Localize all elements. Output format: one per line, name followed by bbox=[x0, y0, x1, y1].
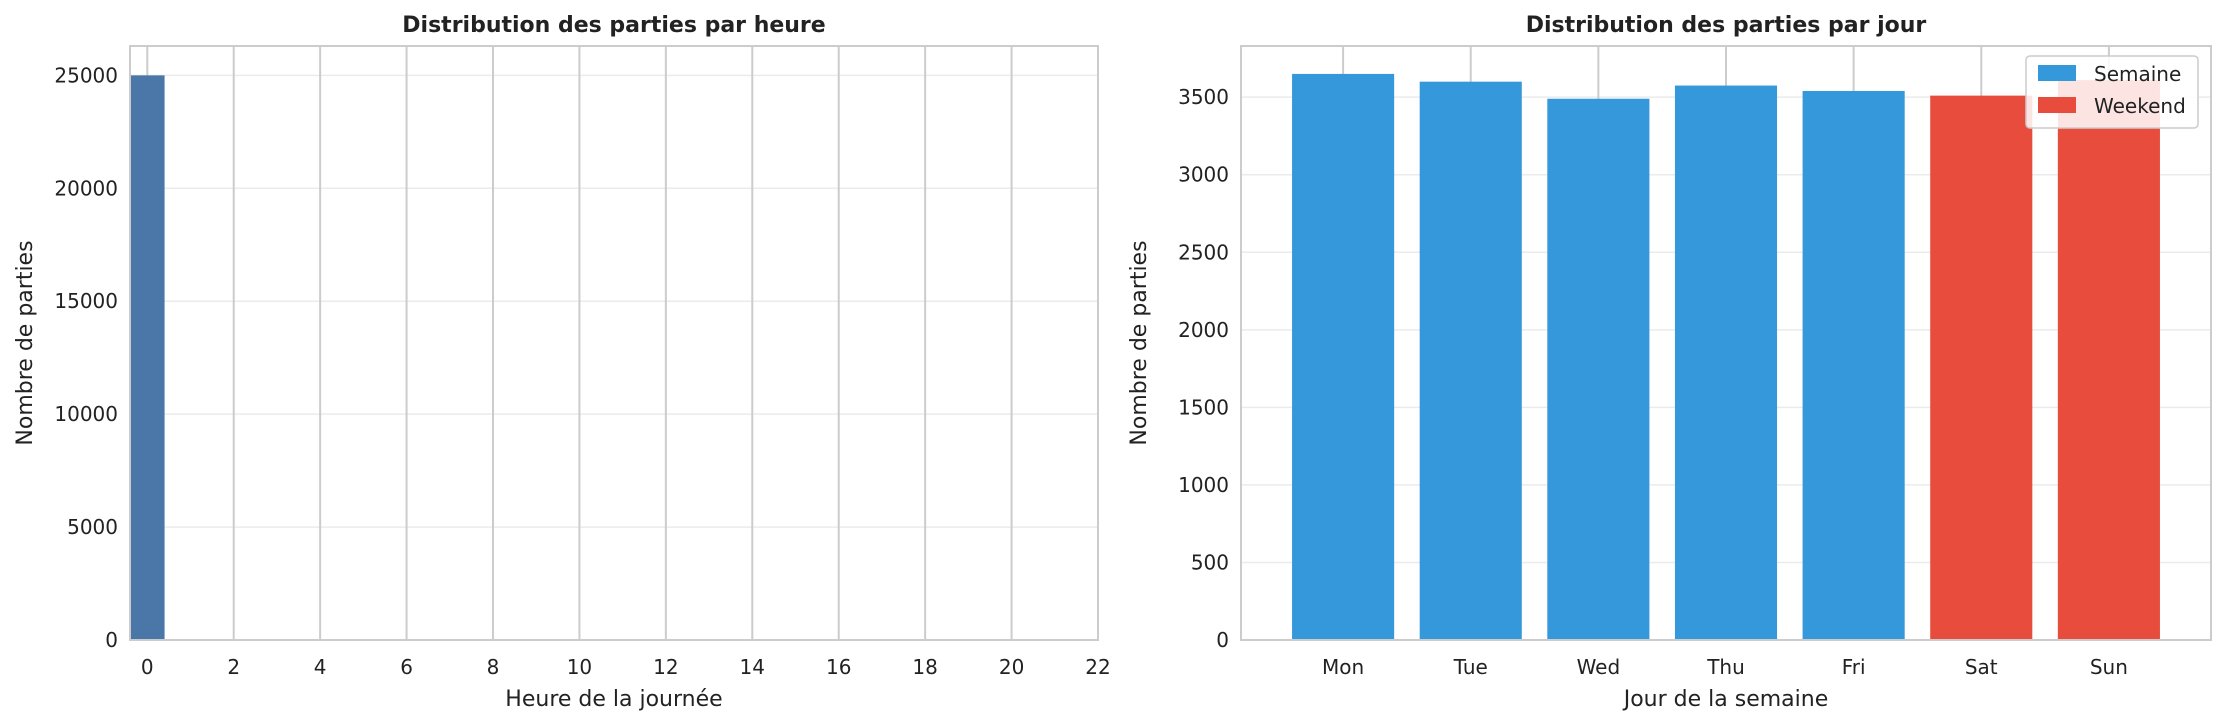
chart2-bars bbox=[1292, 73, 2160, 641]
chart1-x-tick-label: 22 bbox=[1085, 655, 1110, 679]
legend-label-weekend: Weekend bbox=[2094, 94, 2186, 118]
chart2-title: Distribution des parties par jour bbox=[1526, 13, 1927, 38]
chart2-y-tick-label: 1500 bbox=[1178, 395, 1229, 419]
chart1-x-tick-label: 12 bbox=[653, 655, 678, 679]
chart1-y-axis-label: Nombre de parties bbox=[13, 240, 38, 445]
chart2-y-tick-label: 3000 bbox=[1178, 163, 1229, 187]
chart1-x-tick-label: 14 bbox=[740, 655, 765, 679]
chart2-bar-wed bbox=[1547, 98, 1650, 640]
chart1-x-tick-label: 20 bbox=[999, 655, 1024, 679]
chart-games-by-day: Distribution des parties par jour Mon Tue… bbox=[1127, 13, 2212, 712]
chart1-x-tick-label: 0 bbox=[141, 655, 154, 679]
chart1-y-tick-label: 20000 bbox=[54, 176, 118, 200]
chart1-y-tick-label: 25000 bbox=[54, 63, 118, 87]
chart2-y-tick-label: 500 bbox=[1191, 550, 1229, 574]
chart1-y-tick-label: 15000 bbox=[54, 289, 118, 313]
chart1-x-tick-label: 2 bbox=[227, 655, 240, 679]
chart2-y-axis-label: Nombre de parties bbox=[1127, 240, 1152, 445]
chart1-x-tick-label: 6 bbox=[400, 655, 413, 679]
chart1-x-tick-labels: 0 2 4 6 8 10 12 14 16 18 20 22 bbox=[141, 655, 1111, 679]
chart1-x-tick-label: 10 bbox=[567, 655, 592, 679]
chart2-x-tick-label: Sat bbox=[1965, 655, 1998, 679]
chart1-y-tick-label: 10000 bbox=[54, 402, 118, 426]
chart1-x-tick-label: 16 bbox=[826, 655, 851, 679]
chart1-x-tick-label: 18 bbox=[912, 655, 937, 679]
chart1-y-tick-labels: 0 5000 10000 15000 20000 25000 bbox=[54, 63, 118, 652]
chart2-x-tick-label: Thu bbox=[1706, 655, 1745, 679]
chart2-x-tick-label: Wed bbox=[1577, 655, 1621, 679]
legend-swatch-weekend bbox=[2038, 97, 2076, 113]
chart1-plot-frame bbox=[129, 45, 1099, 641]
chart2-bar-thu bbox=[1674, 85, 1778, 641]
chart2-y-tick-label: 2500 bbox=[1178, 240, 1229, 264]
chart2-y-tick-label: 0 bbox=[1216, 628, 1229, 652]
chart-games-by-hour: Distribution des parties par heure 0 2 4 6 8… bbox=[13, 13, 1111, 712]
chart2-y-tick-label: 3500 bbox=[1178, 85, 1229, 109]
chart1-x-tick-label: 4 bbox=[314, 655, 327, 679]
chart2-x-tick-label: Fri bbox=[1842, 655, 1866, 679]
chart2-y-tick-label: 1000 bbox=[1178, 473, 1229, 497]
chart1-gridlines bbox=[130, 46, 1099, 641]
chart1-x-tick-label: 8 bbox=[487, 655, 500, 679]
chart2-bar-fri bbox=[1802, 90, 1905, 640]
chart1-y-tick-label: 0 bbox=[105, 628, 118, 652]
chart2-bar-mon bbox=[1292, 73, 1395, 641]
legend-label-semaine: Semaine bbox=[2094, 62, 2181, 86]
chart2-x-tick-labels: Mon Tue Wed Thu Fri Sat Sun bbox=[1322, 655, 2128, 679]
chart1-title: Distribution des parties par heure bbox=[402, 13, 825, 38]
chart1-x-axis-label: Heure de la journée bbox=[505, 687, 722, 712]
chart2-x-tick-label: Mon bbox=[1322, 655, 1364, 679]
chart1-y-tick-label: 5000 bbox=[67, 515, 118, 539]
chart2-legend: Semaine Weekend bbox=[2025, 55, 2199, 129]
chart2-x-tick-label: Tue bbox=[1453, 655, 1488, 679]
chart2-x-tick-label: Sun bbox=[2090, 655, 2128, 679]
chart2-y-tick-labels: 0 500 1000 1500 2000 2500 3000 3500 bbox=[1178, 85, 1229, 652]
chart2-x-axis-label: Jour de la semaine bbox=[1622, 687, 1829, 712]
chart2-bar-sun bbox=[2057, 80, 2160, 640]
chart2-bar-sat bbox=[1930, 95, 2033, 640]
chart2-plot-frame bbox=[1240, 45, 2212, 641]
chart1-bar-hour-0 bbox=[130, 75, 165, 641]
legend-swatch-semaine bbox=[2038, 65, 2076, 81]
chart1-bars bbox=[130, 75, 165, 641]
chart2-y-tick-label: 2000 bbox=[1178, 318, 1229, 342]
chart2-bar-tue bbox=[1419, 81, 1522, 640]
